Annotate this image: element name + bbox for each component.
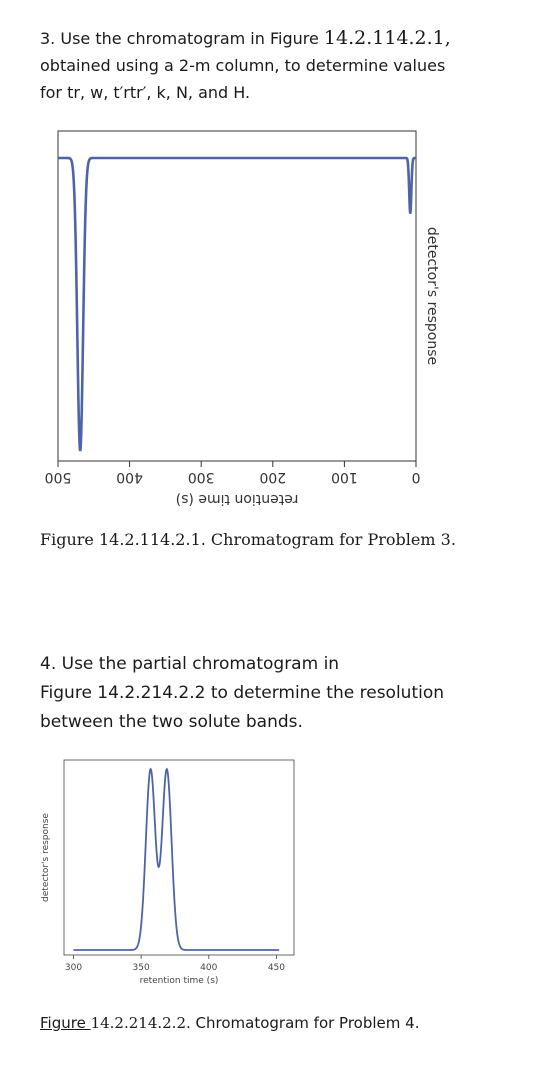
chromatogram-1-trace bbox=[58, 156, 416, 452]
x-axis-label: retention time (s) bbox=[140, 976, 219, 986]
x-tick-label-300: 300 bbox=[65, 963, 82, 973]
problem-3-line-2: obtained using a 2-m column, to determin… bbox=[40, 56, 446, 75]
problem-4-line-2: Figure 14.2.214.2.2 to determine the res… bbox=[40, 683, 445, 703]
x-tick-label-400: 400 bbox=[200, 963, 217, 973]
problem-4-line-3: between the two solute bands. bbox=[40, 712, 303, 732]
figure-1-reference[interactable]: 14.2.114.2.1, bbox=[323, 27, 451, 49]
x-tick-label-500: 500 bbox=[45, 469, 72, 485]
x-tick-label-0: 0 bbox=[412, 469, 421, 485]
problem-3-text: 3. Use the chromatogram in Figure 14.2.1… bbox=[40, 25, 510, 106]
x-tick-label-350: 350 bbox=[133, 963, 150, 973]
problem-3-line-1: 3. Use the chromatogram in Figure 14.2.1… bbox=[40, 27, 451, 49]
x-tick-label-100: 100 bbox=[331, 469, 358, 485]
chromatogram-2-trace bbox=[73, 767, 280, 951]
x-axis-label: retention time (s) bbox=[176, 491, 299, 507]
x-tick-label-200: 200 bbox=[259, 469, 286, 485]
plot-frame bbox=[63, 759, 295, 956]
problem-3-line-3: for tr, w, t′rtr′, k, N, and H. bbox=[40, 83, 251, 102]
figure-1-caption: Figure 14.2.114.2.1. Chromatogram for Pr… bbox=[40, 530, 456, 549]
figure-2-caption: Figure 14.2.214.2.2. Chromatogram for Pr… bbox=[40, 1014, 420, 1032]
x-tick-label-400: 400 bbox=[116, 469, 143, 485]
y-axis-label: detector's response bbox=[424, 227, 440, 365]
figure-2-link[interactable]: Figure bbox=[40, 1014, 91, 1032]
chromatogram-figure-1: 0 100 200 300 400 500 retention time (s) detect… bbox=[45, 130, 440, 507]
plot-frame bbox=[57, 130, 417, 462]
plot-area-1: 0 100 200 300 400 500 retention time (s) detect… bbox=[45, 130, 440, 507]
chromatogram-figure-2: 300 350 400 450 retention time (s) detector's… bbox=[41, 759, 295, 986]
x-tick-label-300: 300 bbox=[188, 469, 215, 485]
x-tick-label-450: 450 bbox=[268, 963, 285, 973]
problem-4-text: 4. Use the partial chromatogram in Figur… bbox=[40, 650, 510, 737]
y-axis-label: detector's response bbox=[41, 813, 51, 902]
problem-4-line-1: 4. Use the partial chromatogram in bbox=[40, 654, 340, 674]
